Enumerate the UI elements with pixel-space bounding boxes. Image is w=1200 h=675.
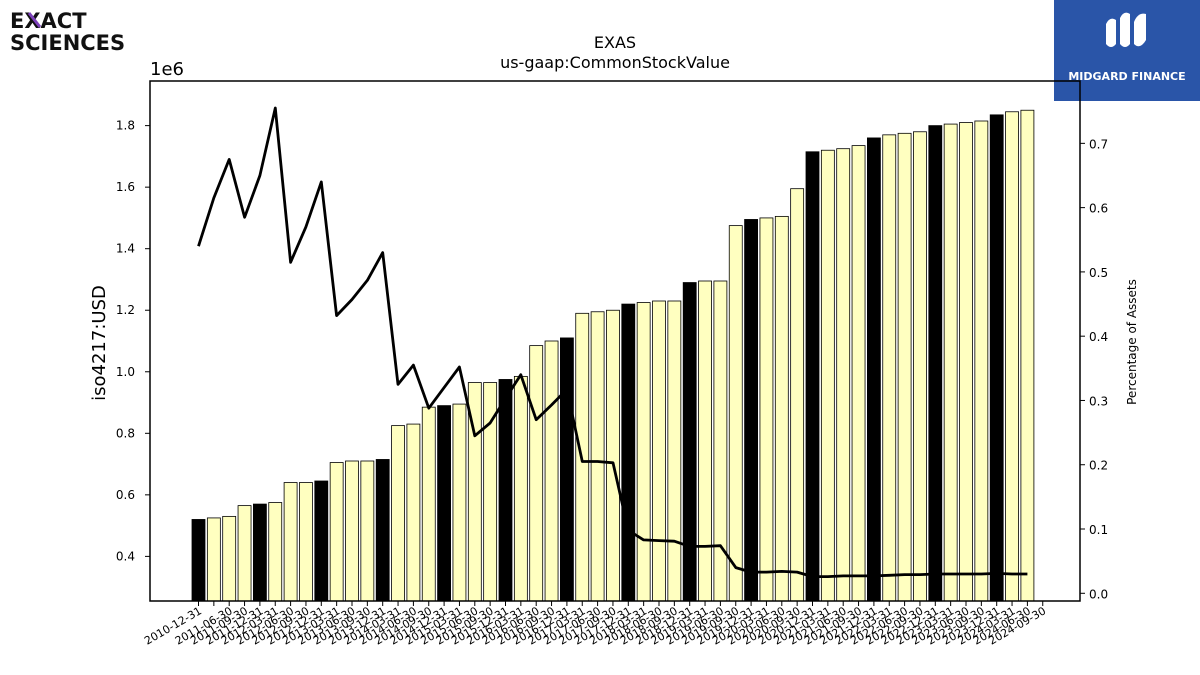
logo-line1: EXACT <box>10 10 87 33</box>
bar-2024-03-31 <box>1005 111 1019 602</box>
midgard-finance-logo: MIDGARD FINANCE <box>1054 0 1200 101</box>
bars-layer <box>191 109 1035 602</box>
bar-2020-12-31 <box>805 151 820 602</box>
bar-2015-12-31 <box>498 379 513 602</box>
bar-2019-09-30 <box>728 225 743 602</box>
bar-2014-12-31 <box>437 405 452 602</box>
bar-2019-12-31 <box>744 219 758 602</box>
bar-2018-03-31 <box>636 302 651 602</box>
bar-2023-09-30 <box>974 120 989 602</box>
y-offset-text: 1e6 <box>150 59 184 80</box>
bar-2021-03-31 <box>820 149 835 602</box>
bar-2012-12-31 <box>314 480 329 602</box>
bar-2018-09-30 <box>667 300 682 602</box>
logo-line2: SCIENCES <box>10 31 125 54</box>
bar-2014-06-30 <box>406 423 421 602</box>
bar-2023-06-30 <box>959 122 973 602</box>
y2-axis-label: Percentage of Assets <box>1125 279 1139 405</box>
bar-2024-06-30 <box>1020 109 1035 602</box>
y-tick-label: 1.0 <box>116 365 135 379</box>
bar-2011-03-31 <box>206 517 221 602</box>
y2-ticks: 0.0 0.1 0.2 0.3 0.4 0.5 0.6 0.7 <box>1080 137 1108 601</box>
line-layer <box>197 106 1028 578</box>
bar-2013-03-31 <box>329 462 344 602</box>
bar-2022-06-30 <box>897 132 912 602</box>
y-tick-label: 1.6 <box>116 180 135 194</box>
bar-2016-06-30 <box>529 345 544 602</box>
bar-2011-06-30 <box>222 515 237 602</box>
bar-2013-06-30 <box>345 460 359 602</box>
bar-2013-09-30 <box>360 460 375 602</box>
bar-2011-09-30 <box>237 505 252 602</box>
bar-2016-03-31 <box>513 375 528 602</box>
logo-accent <box>27 12 42 28</box>
y-tick-label: 1.4 <box>116 242 135 256</box>
bar-2020-09-30 <box>790 188 805 602</box>
bar-2011-12-31 <box>252 503 267 602</box>
y2-tick-label: 0.4 <box>1089 330 1108 344</box>
midgard-emblem-icon <box>1106 12 1146 48</box>
y2-tick-label: 0.7 <box>1089 137 1108 151</box>
bar-2014-09-30 <box>421 406 436 602</box>
bar-2022-12-31 <box>928 125 943 602</box>
midgard-logo-text: MIDGARD FINANCE <box>1068 70 1185 83</box>
y-tick-label: 0.4 <box>116 549 135 563</box>
y-axis-label: iso4217:USD <box>89 285 110 401</box>
bar-2019-03-31 <box>698 280 712 602</box>
bar-2018-12-31 <box>682 282 697 602</box>
bar-2021-06-30 <box>836 148 851 602</box>
bar-2020-06-30 <box>774 215 789 602</box>
y2-tick-label: 0.1 <box>1089 523 1108 537</box>
y2-tick-label: 0.3 <box>1089 394 1108 408</box>
y-tick-label: 1.8 <box>116 119 135 133</box>
bar-2013-12-31 <box>375 459 390 602</box>
bar-2014-03-31 <box>391 425 405 602</box>
y2-tick-label: 0.6 <box>1089 202 1108 216</box>
bar-2017-09-30 <box>606 309 620 602</box>
y2-tick-label: 0.5 <box>1089 266 1108 280</box>
bar-2012-06-30 <box>283 482 298 602</box>
chart-subtitle: us-gaap:CommonStockValue <box>500 53 730 72</box>
bar-2022-03-31 <box>882 134 897 602</box>
bar-2016-12-31 <box>560 337 574 602</box>
bar-2017-12-31 <box>621 303 636 602</box>
bar-2017-06-30 <box>590 311 605 602</box>
y2-tick-label: 0.2 <box>1089 459 1108 473</box>
y-tick-label: 1.2 <box>116 303 135 317</box>
bar-2016-09-30 <box>544 340 559 602</box>
y-tick-label: 0.8 <box>116 426 135 440</box>
bar-2022-09-30 <box>913 131 927 602</box>
plot-frame <box>149 80 1081 602</box>
bar-2020-03-31 <box>759 217 774 602</box>
y2-tick-label: 0.0 <box>1089 587 1108 601</box>
bar-2012-09-30 <box>299 482 313 602</box>
exact-sciences-logo: EXACT SCIENCES <box>10 9 140 58</box>
bar-2021-12-31 <box>867 137 881 602</box>
bar-2015-03-31 <box>452 403 467 602</box>
chart-title: EXAS <box>594 33 636 52</box>
y-tick-label: 0.6 <box>116 488 135 502</box>
bar-2018-06-30 <box>652 300 666 602</box>
y-ticks: 0.4 0.6 0.8 1.0 1.2 1.4 1.6 1.8 <box>116 119 150 563</box>
percentage-line <box>197 106 1028 578</box>
bar-2012-03-31 <box>268 502 283 602</box>
bar-2021-09-30 <box>851 145 866 602</box>
bar-2010-12-31 <box>191 519 206 602</box>
bar-2023-12-31 <box>989 114 1004 602</box>
bar-2023-03-31 <box>943 123 958 602</box>
x-ticks: 2010-12-312011-06-302011-09-302011-12-31… <box>142 601 1048 648</box>
